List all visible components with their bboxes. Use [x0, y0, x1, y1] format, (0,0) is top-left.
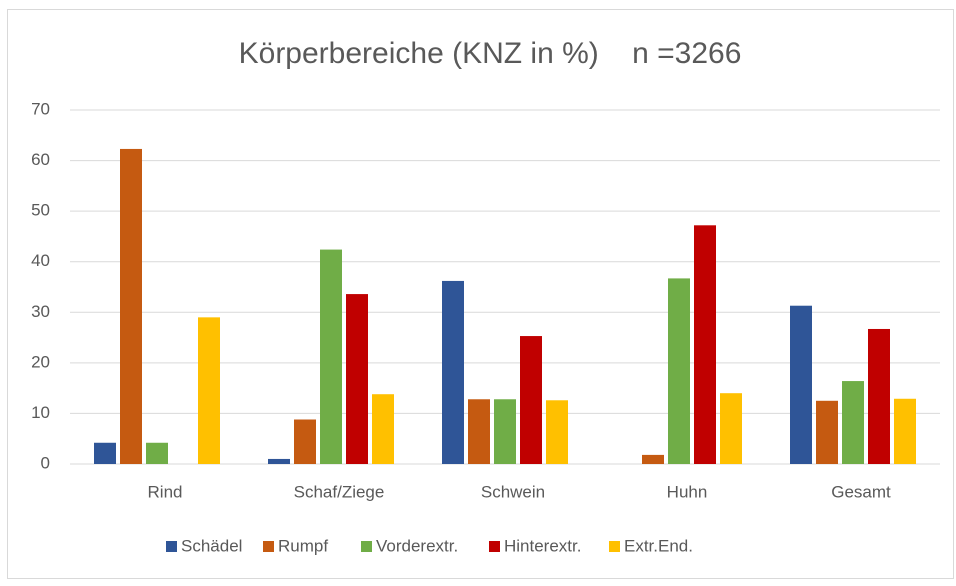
x-tick-label: Schaf/Ziege	[294, 482, 385, 501]
legend-label: Schädel	[181, 536, 242, 555]
y-tick-label: 50	[31, 201, 50, 220]
y-tick-label: 0	[41, 453, 50, 472]
x-tick-label: Huhn	[667, 482, 708, 501]
legend-swatch	[489, 541, 500, 552]
x-tick-label: Rind	[148, 482, 183, 501]
legend-swatch	[263, 541, 274, 552]
legend-label: Extr.End.	[624, 536, 693, 555]
legend-label: Rumpf	[278, 536, 328, 555]
legend-swatch	[609, 541, 620, 552]
y-tick-label: 40	[31, 251, 50, 270]
chart-border	[7, 9, 954, 579]
bar	[94, 442, 116, 464]
bar	[642, 454, 664, 464]
bar	[868, 328, 890, 464]
chart-title: Körperbereiche (KNZ in %) n =3266	[239, 37, 742, 70]
bar	[120, 148, 142, 464]
bar	[320, 249, 342, 464]
bar	[720, 393, 742, 464]
bar	[546, 400, 568, 464]
bar	[694, 225, 716, 464]
bar	[816, 400, 838, 464]
bar	[520, 336, 542, 464]
legend-label: Vorderextr.	[376, 536, 458, 555]
x-tick-label: Gesamt	[831, 482, 891, 501]
bar	[268, 458, 290, 464]
bar	[668, 278, 690, 464]
y-tick-label: 10	[31, 403, 50, 422]
bar	[494, 399, 516, 464]
y-tick-label: 20	[31, 352, 50, 371]
bar	[294, 419, 316, 464]
y-tick-label: 30	[31, 302, 50, 321]
bar	[346, 294, 368, 464]
bar	[198, 317, 220, 464]
legend-label: Hinterextr.	[504, 536, 581, 555]
bar	[468, 399, 490, 464]
x-tick-label: Schwein	[481, 482, 545, 501]
bar	[842, 381, 864, 464]
bar	[146, 442, 168, 464]
bar	[790, 305, 812, 464]
bar	[372, 394, 394, 464]
legend-swatch	[361, 541, 372, 552]
bar	[442, 280, 464, 464]
y-tick-label: 70	[31, 99, 50, 118]
bar	[894, 398, 916, 464]
y-tick-label: 60	[31, 150, 50, 169]
legend-swatch	[166, 541, 177, 552]
